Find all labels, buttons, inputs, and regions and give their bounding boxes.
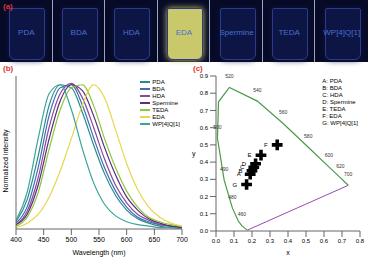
- html-text:WP[4]Q[1]: WP[4]Q[1]: [152, 120, 180, 127]
- svg-text:600: 600: [325, 152, 334, 158]
- svg-text:Normalized intensity: Normalized intensity: [2, 129, 10, 193]
- html-text:TEDA: TEDA: [152, 106, 169, 113]
- html-text:Spermine: Spermine: [219, 28, 254, 37]
- svg-text:0.8: 0.8: [356, 238, 365, 244]
- svg-text:x: x: [286, 249, 290, 256]
- html-text:(c): (c): [193, 64, 203, 73]
- svg-text:700: 700: [176, 236, 188, 243]
- svg-text:450: 450: [38, 236, 50, 243]
- svg-text:600: 600: [121, 236, 133, 243]
- html-text:EDA: EDA: [175, 28, 193, 37]
- svg-text:0.7: 0.7: [200, 108, 209, 114]
- html-text:C: HDA: C: HDA: [322, 92, 343, 98]
- svg-text:D: D: [242, 161, 247, 167]
- svg-text:400: 400: [10, 236, 22, 243]
- html-text:B: BDA: B: BDA: [322, 85, 342, 91]
- svg-text:620: 620: [336, 163, 345, 169]
- svg-text:0.4: 0.4: [284, 238, 293, 244]
- svg-text:0.9: 0.9: [200, 73, 209, 79]
- svg-text:550: 550: [93, 236, 105, 243]
- html-text:G: WP[4]Q[1]: G: WP[4]Q[1]: [322, 120, 358, 126]
- svg-text:0.2: 0.2: [248, 238, 257, 244]
- html-text:D: Spermine: D: Spermine: [322, 99, 356, 105]
- svg-text:0.3: 0.3: [266, 238, 275, 244]
- html-text:TEDA: TEDA: [278, 28, 300, 37]
- svg-text:650: 650: [148, 236, 160, 243]
- svg-text:540: 540: [253, 87, 262, 93]
- html-text:BDA: BDA: [152, 85, 165, 92]
- svg-text:0.3: 0.3: [200, 176, 209, 182]
- svg-text:0.0: 0.0: [212, 238, 221, 244]
- svg-text:490: 490: [220, 166, 229, 172]
- svg-text:0.4: 0.4: [200, 159, 209, 165]
- html-text:BDA: BDA: [70, 28, 88, 37]
- html-text:(b): (b): [3, 64, 14, 73]
- svg-text:520: 520: [225, 73, 234, 79]
- svg-text:A: A: [236, 171, 241, 178]
- svg-text:560: 560: [279, 109, 288, 115]
- html-text:WP[4]Q[1]: WP[4]Q[1]: [323, 28, 361, 37]
- svg-text:B: B: [238, 167, 243, 174]
- svg-text:0.6: 0.6: [320, 238, 329, 244]
- html-text:A: PDA: A: PDA: [322, 78, 342, 84]
- svg-text:F: F: [264, 142, 268, 148]
- svg-text:Wavelength (nm): Wavelength (nm): [72, 249, 125, 257]
- svg-text:E: E: [247, 152, 251, 158]
- html-text:Spermine: Spermine: [152, 99, 178, 106]
- svg-text:G: G: [232, 182, 237, 188]
- svg-text:0.1: 0.1: [230, 238, 239, 244]
- html-text:E: TEDA: E: TEDA: [322, 106, 346, 112]
- svg-text:C: C: [239, 164, 245, 171]
- svg-text:y: y: [192, 150, 196, 158]
- html-text:F: EDA: F: EDA: [322, 113, 342, 119]
- html-text:PDA: PDA: [152, 78, 165, 85]
- svg-text:0.1: 0.1: [200, 211, 209, 217]
- svg-text:500: 500: [65, 236, 77, 243]
- svg-text:0.8: 0.8: [200, 90, 209, 96]
- html-text:(a): (a): [3, 2, 13, 11]
- svg-text:480: 480: [228, 194, 237, 200]
- html-text:EDA: EDA: [152, 113, 165, 120]
- svg-text:460: 460: [238, 211, 247, 217]
- html-text:PDA: PDA: [18, 28, 35, 37]
- svg-text:500: 500: [213, 124, 222, 130]
- svg-text:0.7: 0.7: [338, 238, 347, 244]
- svg-text:0.2: 0.2: [200, 194, 209, 200]
- svg-text:0.5: 0.5: [200, 142, 209, 148]
- svg-text:700: 700: [344, 171, 353, 177]
- html-text:HDA: HDA: [123, 28, 140, 37]
- svg-text:0.0: 0.0: [200, 228, 209, 234]
- svg-text:0.6: 0.6: [200, 125, 209, 131]
- svg-text:0.5: 0.5: [302, 238, 311, 244]
- html-text:HDA: HDA: [152, 92, 165, 99]
- svg-text:580: 580: [304, 133, 313, 139]
